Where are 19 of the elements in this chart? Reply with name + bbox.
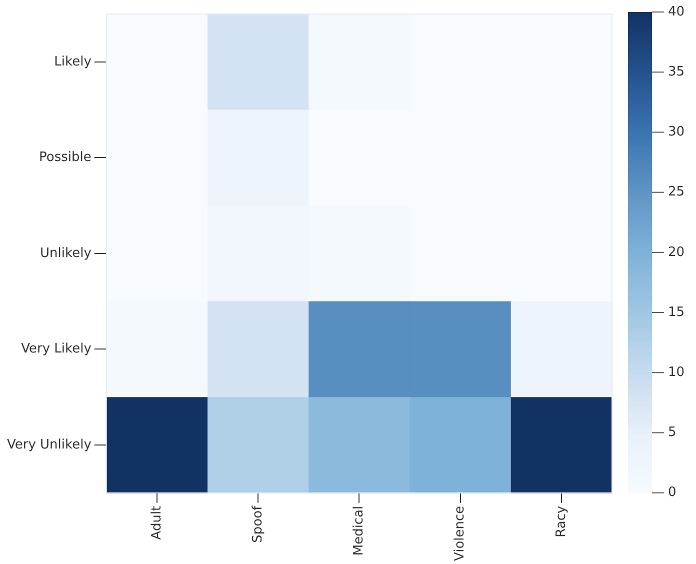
y-tick-label: Likely [54,54,92,70]
y-tick-label: Possible [39,150,92,166]
x-tick-label: Spoof [250,505,266,543]
color-bar-label: 25 [668,184,685,200]
color-bar-label: 15 [668,304,685,320]
color-bar-label: 0 [668,485,676,500]
y-tick-label: Very Likely [21,342,92,357]
x-tick-label: Medical [352,506,367,556]
y-tick-label: Unlikely [40,246,92,261]
color-bar-label: 20 [668,244,685,260]
color-bar-label: 5 [668,425,676,440]
x-tick-label: Racy [554,506,569,538]
color-bar-label: 10 [668,365,685,380]
x-tick-label: Adult [149,506,164,540]
color-bar-label: 35 [668,64,685,80]
color-bar-label: 30 [668,124,685,140]
color-bar-label: 40 [668,4,685,20]
y-tick-label: Very Unlikely [6,437,92,452]
x-tick-label: Violence [452,506,468,562]
